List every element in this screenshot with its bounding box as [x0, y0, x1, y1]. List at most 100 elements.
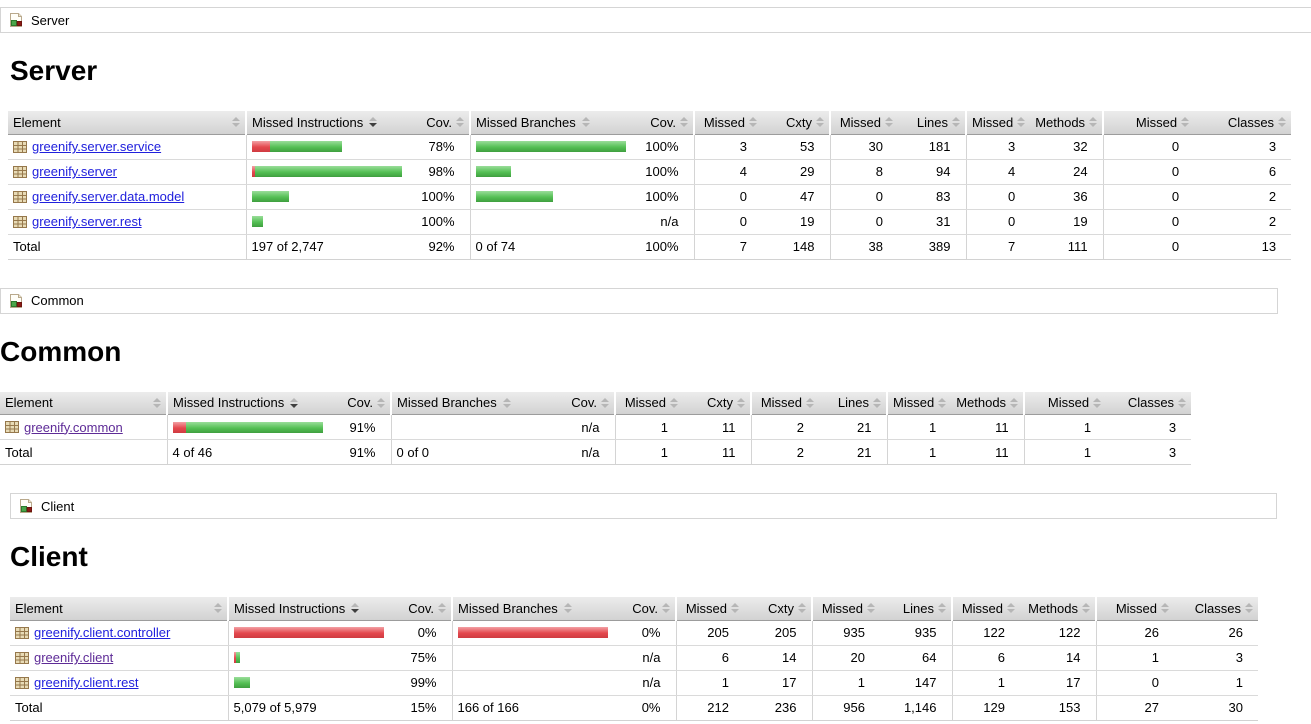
column-header-missed[interactable]: Missed: [964, 111, 1031, 135]
missed-branches-cell: [451, 620, 610, 646]
metric-cell: 19: [1030, 209, 1104, 235]
column-header-element[interactable]: Element: [8, 111, 246, 135]
total-instructions-cell: 197 of 2,747: [245, 233, 404, 260]
package-link[interactable]: greenify.client: [34, 650, 114, 665]
missed-branches-cell: [469, 209, 628, 235]
total-metric-cell: 30: [1174, 694, 1258, 721]
metric-cell: 0: [1102, 159, 1195, 185]
column-header-label: Missed: [1135, 114, 1178, 130]
package-link[interactable]: greenify.client.controller: [34, 625, 171, 640]
total-branches-coverage-cell: 0%: [610, 694, 676, 721]
metric-cell: 29: [762, 159, 830, 185]
column-header-label: Missed: [839, 114, 881, 130]
column-header-cxty[interactable]: Cxty: [744, 597, 812, 621]
total-metric-cell: 129: [951, 694, 1020, 721]
column-header-cov[interactable]: Cov.: [325, 391, 391, 415]
metric-cell: 3: [1106, 414, 1192, 440]
sort-icon: [351, 603, 360, 614]
column-header-label: Missed: [1115, 600, 1157, 616]
metric-cell: 26: [1174, 620, 1258, 646]
column-header-classes[interactable]: Classes: [1174, 597, 1258, 621]
instructions-coverage-cell: 98%: [404, 159, 470, 185]
column-header-cov[interactable]: Cov.: [549, 391, 615, 415]
metric-cell: 935: [811, 620, 880, 646]
column-header-missed[interactable]: Missed: [885, 391, 952, 415]
column-header-cxty[interactable]: Cxty: [683, 391, 751, 415]
column-header-missed[interactable]: Missed: [951, 597, 1020, 621]
column-header-cov[interactable]: Cov.: [610, 597, 676, 621]
column-header-label: Cxty: [707, 395, 733, 411]
metric-cell: 94: [898, 159, 966, 185]
coverage-report: Server Server Element Missed Instructions…: [0, 7, 1311, 721]
column-header-classes[interactable]: Classes: [1194, 111, 1292, 135]
sort-icon: [731, 603, 739, 614]
column-header-label: Missed: [821, 600, 863, 616]
total-instructions-coverage-cell: 91%: [325, 439, 391, 465]
column-header-missed-instructions[interactable]: Missed Instructions: [166, 391, 325, 415]
missed-bar-segment: [233, 627, 384, 638]
column-header-label: Classes: [1127, 395, 1175, 411]
column-header-methods[interactable]: Methods: [1020, 597, 1096, 621]
metric-cell: 14: [1020, 645, 1096, 671]
column-header-label: Cov.: [632, 600, 658, 616]
missed-instructions-cell: [245, 159, 404, 185]
column-header-missed[interactable]: Missed: [614, 391, 683, 415]
metric-cell: 26: [1095, 620, 1174, 646]
total-metric-cell: 38: [829, 233, 898, 260]
metric-cell: 1: [951, 670, 1020, 696]
column-header-lines[interactable]: Lines: [880, 597, 952, 621]
column-header-missed[interactable]: Missed: [693, 111, 762, 135]
column-header-missed-branches[interactable]: Missed Branches: [469, 111, 628, 135]
column-header-missed[interactable]: Missed: [1023, 391, 1107, 415]
metric-cell: 0: [693, 184, 762, 210]
metric-cell: 83: [898, 184, 966, 210]
column-header-methods[interactable]: Methods: [951, 391, 1025, 415]
column-header-label: Cov.: [347, 395, 373, 411]
metric-cell: 3: [965, 134, 1031, 160]
sort-icon: [214, 603, 222, 614]
column-header-missed[interactable]: Missed: [1102, 111, 1195, 135]
package-link[interactable]: greenify.server.data.model: [32, 189, 185, 204]
column-header-classes[interactable]: Classes: [1106, 391, 1192, 415]
column-header-missed[interactable]: Missed: [811, 597, 880, 621]
total-branches-coverage-cell: 100%: [628, 233, 694, 260]
column-header-missed-branches[interactable]: Missed Branches: [390, 391, 549, 415]
column-header-element[interactable]: Element: [0, 391, 167, 415]
column-header-methods[interactable]: Methods: [1030, 111, 1104, 135]
metric-cell: 122: [1020, 620, 1096, 646]
package-link[interactable]: greenify.server: [32, 164, 118, 179]
metric-cell: 30: [829, 134, 898, 160]
column-header-missed-instructions[interactable]: Missed Instructions: [227, 597, 386, 621]
column-header-cov[interactable]: Cov.: [404, 111, 470, 135]
column-header-lines[interactable]: Lines: [819, 391, 887, 415]
section-common: Common Common Element Missed Instructions…: [0, 287, 1311, 465]
column-header-lines[interactable]: Lines: [898, 111, 966, 135]
total-metric-cell: 1: [1023, 439, 1107, 465]
metric-cell: 32: [1030, 134, 1104, 160]
column-header-missed[interactable]: Missed: [1095, 597, 1174, 621]
breadcrumb: Common: [0, 287, 1278, 314]
package-link[interactable]: greenify.common: [24, 419, 123, 435]
column-header-missed-instructions[interactable]: Missed Instructions: [245, 111, 404, 135]
package-link[interactable]: greenify.client.rest: [34, 675, 139, 690]
column-header-missed[interactable]: Missed: [675, 597, 744, 621]
column-header-missed-branches[interactable]: Missed Branches: [451, 597, 610, 621]
column-header-element[interactable]: Element: [10, 597, 228, 621]
coverage-bar: [233, 652, 387, 663]
covered-bar-segment: [269, 141, 342, 152]
total-instructions-cell: 5,079 of 5,979: [227, 694, 386, 721]
total-metric-cell: 236: [744, 694, 812, 721]
metric-cell: 1: [675, 670, 744, 696]
column-header-missed[interactable]: Missed: [829, 111, 898, 135]
total-label-cell: Total: [8, 233, 246, 260]
metric-cell: 0: [1102, 184, 1195, 210]
package-link[interactable]: greenify.server.service: [32, 139, 162, 154]
sort-icon: [1010, 397, 1019, 408]
column-header-cov[interactable]: Cov.: [386, 597, 452, 621]
column-header-cxty[interactable]: Cxty: [762, 111, 830, 135]
column-header-cov[interactable]: Cov.: [628, 111, 694, 135]
missed-branches-cell: [451, 645, 610, 671]
breadcrumb-label: Common: [31, 293, 84, 308]
column-header-missed[interactable]: Missed: [750, 391, 819, 415]
package-link[interactable]: greenify.server.rest: [32, 214, 142, 229]
